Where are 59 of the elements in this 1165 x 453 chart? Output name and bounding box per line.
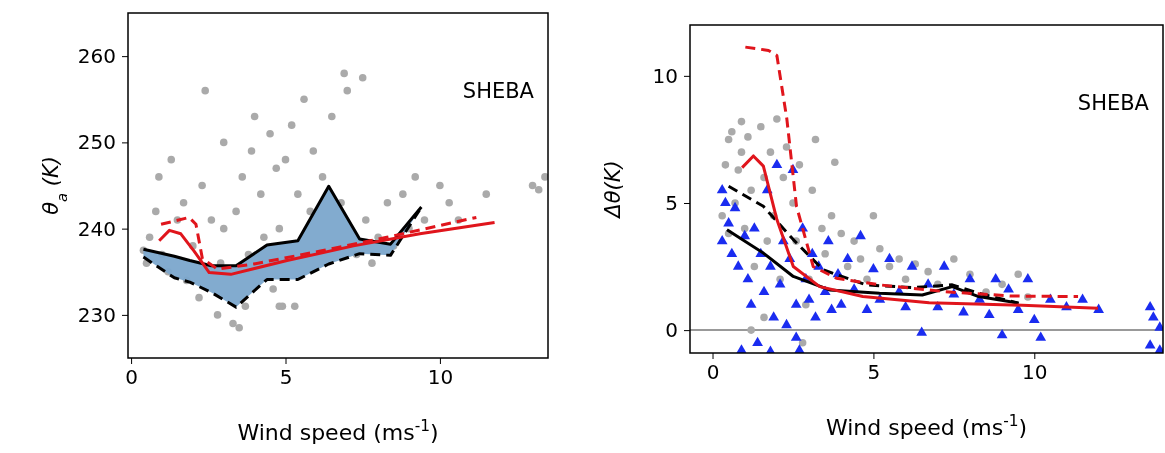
point — [808, 186, 817, 195]
point — [843, 262, 852, 271]
point — [782, 143, 791, 151]
point — [876, 244, 884, 253]
point — [856, 255, 865, 263]
point — [924, 267, 932, 276]
point — [740, 224, 749, 233]
point — [831, 158, 839, 167]
point — [747, 326, 755, 334]
point — [998, 280, 1006, 289]
point — [721, 161, 730, 169]
x-tick-label: 10 — [427, 365, 454, 390]
point — [718, 211, 726, 220]
y-tick-label: 240 — [77, 216, 116, 241]
point — [728, 128, 736, 136]
y-tick-label: 230 — [77, 302, 116, 327]
point — [724, 135, 733, 144]
point — [869, 211, 878, 220]
point — [760, 313, 768, 322]
point — [737, 148, 746, 156]
point — [811, 135, 820, 144]
x-tick-label: 0 — [706, 360, 720, 385]
y-tick-label: 250 — [77, 130, 116, 155]
point — [763, 237, 772, 245]
x-tick-label: 10 — [1022, 360, 1048, 385]
point — [744, 133, 752, 141]
annotation: SHEBA — [1077, 91, 1150, 115]
x-axis-title: Wind speed (ms$^{-1}$) — [237, 417, 439, 445]
point — [747, 186, 755, 195]
point — [737, 117, 746, 126]
y-tick-label: 10 — [652, 63, 678, 88]
point — [1014, 270, 1022, 278]
point — [779, 173, 788, 182]
point — [895, 255, 903, 263]
y-tick-label: 0 — [665, 318, 678, 343]
annotation: SHEBA — [462, 79, 535, 103]
point — [827, 211, 836, 220]
point — [850, 237, 858, 245]
y-tick-label: 5 — [665, 190, 678, 215]
point — [750, 262, 759, 271]
point — [795, 161, 804, 169]
point — [950, 255, 958, 263]
point — [837, 229, 846, 238]
point — [818, 224, 826, 233]
x-tick-label: 0 — [125, 365, 138, 390]
point — [821, 250, 829, 258]
point — [901, 275, 910, 284]
x-tick-label: 5 — [279, 365, 293, 390]
y-tick-label: 260 — [77, 44, 116, 69]
point — [885, 262, 894, 271]
x-axis-title: Wind speed (ms$^{-1}$) — [825, 412, 1028, 440]
point — [734, 166, 743, 174]
point — [798, 339, 807, 347]
point — [863, 275, 871, 284]
point — [766, 148, 775, 156]
y-axis-title: Δθ(K) — [601, 160, 625, 220]
x-tick-label: 5 — [867, 360, 881, 385]
point — [757, 122, 765, 131]
point — [773, 115, 781, 123]
